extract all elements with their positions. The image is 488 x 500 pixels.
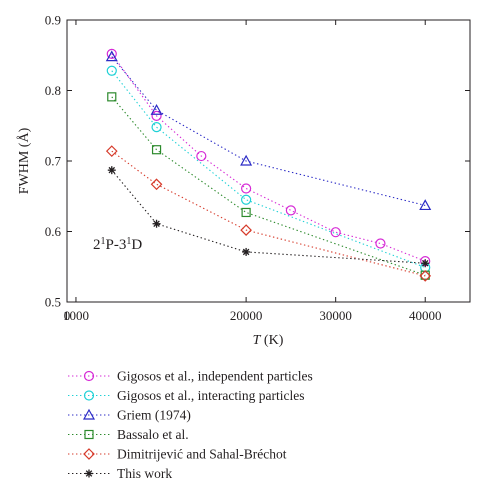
data-point-5-3 — [421, 259, 430, 268]
y-tick-label: 0.6 — [45, 224, 62, 239]
series-line-0 — [111, 53, 426, 262]
legend: Gigosos et al., independent particles Gig… — [68, 369, 313, 481]
data-point-1-0 — [106, 65, 117, 76]
legend-marker-3 — [84, 429, 94, 440]
star-stroke — [242, 248, 250, 256]
x-tick-label: 1000 — [63, 308, 89, 323]
star-stroke — [421, 259, 429, 267]
star-stroke — [85, 470, 93, 477]
y-tick-label: 0.8 — [45, 83, 61, 98]
x-axis-label: T (K) — [253, 333, 284, 348]
y-tick-label: 0.7 — [45, 154, 62, 169]
series-line-1 — [111, 70, 426, 268]
data-point-0-5 — [330, 227, 341, 238]
data-point-0-4 — [285, 205, 296, 216]
star-stroke — [153, 220, 160, 228]
legend-label-1: Gigosos et al., interacting particles — [117, 388, 304, 403]
data-point-0-3 — [241, 183, 252, 194]
data-point-0-1 — [151, 110, 162, 121]
legend-label-0: Gigosos et al., independent particles — [117, 369, 313, 384]
legend-label-4: Dimitrijević and Sahal-Bréchot — [117, 447, 287, 462]
legend-marker-2 — [82, 408, 96, 420]
data-point-3-1 — [151, 145, 162, 155]
data-point-3-2 — [241, 207, 251, 218]
y-axis-label: FWHM (Å) — [16, 127, 32, 194]
legend-marker-0 — [83, 370, 95, 382]
data-point-4-0 — [105, 145, 118, 157]
data-point-4-3 — [419, 270, 432, 282]
data-point-2-0 — [105, 50, 118, 62]
x-tick-label: 0 — [64, 308, 71, 323]
legend-label-5: This work — [117, 466, 172, 481]
data-point-5-1 — [152, 219, 161, 228]
legend-marker-4 — [83, 448, 95, 460]
data-point-2-3 — [419, 199, 432, 211]
data-point-1-1 — [151, 122, 162, 133]
y-tick-label: 0.5 — [45, 295, 61, 310]
annotation-transition: 21P-31D — [93, 236, 142, 254]
x-tick-label: 30000 — [319, 308, 352, 323]
data-point-0-2 — [196, 150, 207, 162]
star-stroke — [108, 166, 116, 174]
legend-label-2: Griem (1974) — [117, 408, 191, 423]
data-point-5-0 — [107, 166, 116, 175]
data-point-1-2 — [241, 194, 252, 205]
x-tick-label: 20000 — [230, 308, 263, 323]
x-tick-label: 40000 — [409, 308, 442, 323]
legend-marker-5 — [85, 469, 93, 478]
series-line-4 — [111, 150, 426, 277]
plot-frame — [66, 19, 471, 303]
data-point-2-2 — [240, 154, 253, 166]
legend-label-3: Bassalo et al. — [117, 427, 189, 442]
data-point-3-0 — [107, 92, 117, 102]
series-line-2 — [111, 56, 426, 206]
data-point-4-2 — [240, 224, 252, 236]
data-point-2-1 — [150, 104, 163, 115]
series-line-5 — [111, 169, 426, 264]
data-point-5-2 — [242, 247, 251, 256]
data-point-4-1 — [150, 178, 163, 191]
data-point-0-6 — [375, 238, 386, 249]
y-tick-label: 0.9 — [45, 13, 61, 28]
data-point-0-0 — [106, 48, 117, 59]
legend-marker-1 — [83, 390, 95, 401]
